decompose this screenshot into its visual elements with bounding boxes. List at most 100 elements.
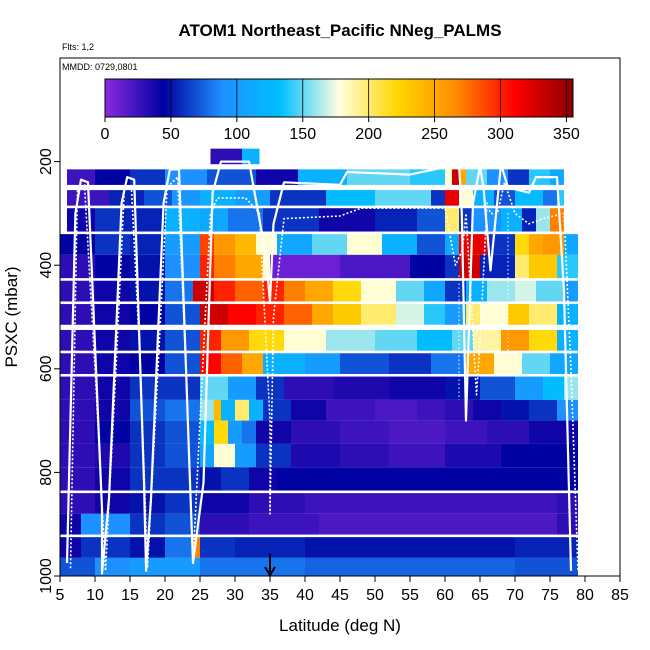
heatmap-cell (431, 353, 466, 374)
heatmap-cell (256, 169, 298, 185)
heatmap-cell (501, 493, 557, 514)
heatmap-cell (284, 329, 326, 351)
x-tick-label: 50 (366, 587, 384, 604)
heatmap-cell (515, 254, 529, 279)
y-tick-label: 1000 (38, 558, 55, 594)
heatmap-cell (564, 280, 578, 302)
heatmap-cell (214, 399, 221, 421)
heatmap-cell (375, 493, 445, 514)
heatmap-cell (501, 329, 529, 351)
heatmap-cell (228, 420, 242, 444)
heatmap-cell (515, 557, 578, 576)
heatmap-cell (235, 190, 270, 206)
heatmap-cells (60, 148, 578, 576)
heatmap-cell (235, 399, 249, 421)
heatmap-cell (445, 420, 487, 444)
heatmap-cell (130, 254, 165, 279)
heatmap-cell (550, 353, 578, 374)
heatmap-cell (263, 399, 291, 421)
heatmap-cell (382, 234, 417, 255)
heatmap-cell (249, 467, 277, 491)
heatmap-cell (424, 280, 445, 302)
x-axis: 5 10 15 20 25 30 35 40 45 50 55 60 65 70 75 80 85 (56, 576, 629, 604)
heatmap-cell (165, 537, 193, 558)
heatmap-cell (557, 329, 578, 351)
heatmap-cell (165, 376, 200, 400)
heatmap-cell (165, 443, 200, 468)
heatmap-cell (494, 353, 522, 374)
heatmap-cell (312, 304, 333, 325)
heatmap-cell (431, 190, 445, 206)
heatmap-cell (347, 234, 382, 255)
heatmap-cell (165, 280, 193, 302)
heatmap-cell (445, 443, 501, 468)
heatmap-cell (326, 329, 375, 351)
heatmap-cell (508, 304, 529, 325)
heatmap-cell (95, 353, 130, 374)
heatmap-cell (298, 169, 347, 185)
heatmap-cell (445, 169, 452, 185)
y-axis-label: PSXC (mbar) (2, 266, 21, 367)
heatmap-cell (501, 513, 557, 535)
heatmap-cell (270, 254, 340, 279)
heatmap-cell (417, 234, 445, 255)
heatmap-cell (305, 353, 340, 374)
heatmap-cell (389, 443, 445, 468)
heatmap-cell (95, 443, 130, 468)
heatmap-cell (319, 208, 375, 232)
heatmap-cell (515, 280, 536, 302)
heatmap-cell (165, 169, 207, 185)
heatmap-cell (172, 190, 200, 206)
heatmap-cell (221, 353, 242, 374)
heatmap-cell (445, 304, 466, 325)
heatmap-cell (228, 376, 256, 400)
heatmap-cell (417, 399, 445, 421)
x-tick-label: 55 (401, 587, 419, 604)
colorbar-tick-label: 50 (162, 126, 180, 143)
heatmap-cell (389, 353, 431, 374)
heatmap-cell (340, 420, 389, 444)
heatmap-cell (424, 304, 445, 325)
heatmap-cell (60, 513, 81, 535)
heatmap-cell (375, 208, 417, 232)
heatmap-cell (319, 513, 410, 535)
x-tick-label: 10 (86, 587, 104, 604)
x-tick-label: 20 (156, 587, 174, 604)
heatmap-cell (557, 493, 578, 514)
dates-label: MMDD: 0729,0801 (62, 62, 138, 72)
colorbar-tick-label: 250 (421, 126, 448, 143)
heatmap-cell (109, 190, 144, 206)
heatmap-cell (333, 376, 389, 400)
heatmap-cell (60, 467, 95, 491)
latitude-marker-arrow (264, 554, 276, 577)
heatmap-cell (256, 304, 284, 325)
heatmap-cell (165, 467, 200, 491)
flight-track (69, 176, 579, 572)
heatmap-cell (515, 376, 543, 400)
heatmap-cell (144, 190, 172, 206)
heatmap-cell (256, 443, 291, 468)
heatmap-cell (165, 329, 200, 351)
heatmap-cell (459, 169, 466, 185)
heatmap-cell (200, 376, 228, 400)
x-tick-label: 15 (121, 587, 139, 604)
colorbar: 0 50 100 150 200 250 300 350 (101, 78, 580, 143)
heatmap-cell (60, 399, 95, 421)
heatmap-cell (305, 493, 375, 514)
x-tick-label: 45 (331, 587, 349, 604)
heatmap-cell (564, 234, 578, 255)
heatmap-cell (480, 304, 508, 325)
heatmap-cell (200, 353, 221, 374)
x-tick-label: 35 (261, 587, 279, 604)
heatmap-cell (277, 234, 312, 255)
heatmap-cell (445, 399, 473, 421)
heatmap-cell (60, 557, 95, 576)
chart-title: ATOM1 Northeast_Pacific NNeg_PALMS (178, 21, 501, 40)
heatmap-cell (60, 376, 95, 400)
heatmap-cell (501, 399, 529, 421)
y-tick-label: 400 (38, 252, 55, 279)
x-tick-label: 70 (506, 587, 524, 604)
heatmap-cell (67, 208, 95, 232)
y-tick-label: 600 (38, 355, 55, 382)
heatmap-cell (543, 376, 564, 400)
